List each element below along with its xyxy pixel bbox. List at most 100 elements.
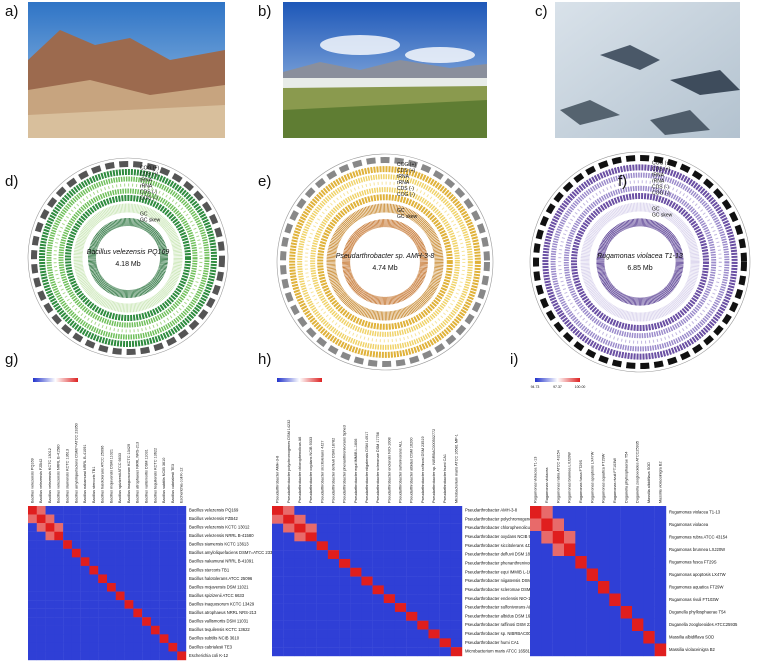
panel-label: e) bbox=[258, 173, 271, 190]
heatmap-cell bbox=[107, 583, 116, 592]
row-label: Bacillus nakamurai NRRL B-41091 bbox=[189, 559, 254, 564]
heatmap-cell bbox=[575, 581, 587, 594]
heatmap-cell bbox=[63, 506, 73, 515]
heatmap-cell bbox=[63, 548, 73, 558]
track-label: GC bbox=[140, 211, 148, 217]
heatmap-cell bbox=[439, 541, 452, 551]
heatmap-cell bbox=[28, 583, 37, 592]
heatmap-cell bbox=[339, 585, 351, 595]
heatmap-cell bbox=[632, 543, 644, 557]
track-label: tRNA bbox=[397, 174, 410, 180]
row-label: Pseudarthrobacter equi IMMIB L-1606 bbox=[465, 569, 537, 574]
heatmap-cell bbox=[361, 629, 373, 639]
heatmap-cell bbox=[609, 618, 621, 632]
heatmap-cell bbox=[159, 583, 169, 592]
heatmap-cell bbox=[632, 631, 644, 644]
heatmap-cell bbox=[383, 523, 396, 533]
heatmap-cell bbox=[372, 647, 384, 657]
heatmap-cell bbox=[654, 618, 667, 632]
genome-name: Pseudarthrobacter sp. AMH-3-8 bbox=[336, 253, 435, 260]
heatmap-cell bbox=[394, 523, 407, 533]
heatmap-cell bbox=[406, 611, 418, 621]
heatmap-cell bbox=[372, 550, 384, 560]
heatmap-cell bbox=[394, 629, 407, 639]
heatmap-cell bbox=[294, 567, 306, 577]
heatmap-cell bbox=[586, 568, 599, 582]
column-label: Pseudarthrobacter scleromae DSM 17756 bbox=[376, 432, 380, 503]
heatmap-cell bbox=[643, 643, 655, 657]
heatmap-cell bbox=[372, 523, 384, 533]
heatmap-cell bbox=[394, 514, 407, 524]
heatmap-cell bbox=[28, 506, 37, 515]
heatmap-cell bbox=[89, 642, 99, 652]
heatmap-cell bbox=[450, 506, 463, 516]
heatmap-cell bbox=[428, 558, 440, 568]
heatmap-cell bbox=[305, 576, 317, 586]
row-label: Rugamonas fusca FT29S bbox=[669, 559, 717, 564]
heatmap-cell bbox=[439, 567, 452, 577]
heatmap-cell bbox=[150, 540, 160, 549]
heatmap-cell bbox=[327, 532, 340, 542]
heatmap-cell bbox=[564, 518, 576, 532]
heatmap-cell bbox=[36, 523, 46, 532]
heatmap-cell bbox=[294, 506, 306, 516]
heatmap-cell bbox=[177, 625, 187, 635]
heatmap-cell bbox=[654, 593, 667, 607]
heatmap-cell bbox=[45, 557, 55, 567]
heatmap-cell bbox=[417, 638, 429, 648]
heatmap-cell bbox=[450, 629, 463, 639]
row-label: Massilia albidiflava SOD bbox=[669, 634, 714, 639]
heatmap-cell bbox=[439, 576, 452, 586]
heatmap-cell bbox=[350, 514, 362, 524]
heatmap-cell bbox=[80, 651, 90, 661]
heatmap-cell bbox=[80, 600, 90, 609]
heatmap-cell bbox=[609, 568, 621, 582]
heatmap-cell bbox=[530, 593, 542, 607]
column-label: Pseudarthrobacter equi IMMIB L-1606 bbox=[354, 439, 358, 503]
row-label: Pseudarthrobacter siccitolerans 4J27 bbox=[465, 543, 535, 548]
heatmap-cell bbox=[428, 594, 440, 604]
heatmap-cell bbox=[564, 606, 576, 619]
heatmap-cell bbox=[372, 576, 384, 586]
heatmap-cell bbox=[530, 518, 542, 532]
heatmap-cell bbox=[63, 625, 73, 635]
heatmap-cell bbox=[394, 603, 407, 613]
heatmap-cell bbox=[575, 506, 587, 519]
heatmap-cell bbox=[150, 600, 160, 609]
heatmap-cell bbox=[305, 541, 317, 551]
heatmap-cell bbox=[98, 625, 108, 635]
heatmap-cell bbox=[45, 617, 55, 626]
heatmap-cell bbox=[609, 643, 621, 657]
colorbar bbox=[33, 378, 78, 382]
genome-track bbox=[580, 202, 700, 322]
heatmap-cell bbox=[71, 565, 81, 575]
heatmap-cell bbox=[643, 606, 655, 619]
heatmap-cell bbox=[406, 620, 418, 630]
heatmap-cell bbox=[428, 585, 440, 595]
heatmap-cell bbox=[439, 506, 452, 516]
track-label: GC skew bbox=[397, 214, 418, 220]
heatmap-cell bbox=[133, 617, 143, 626]
heatmap-cell bbox=[36, 608, 46, 618]
heatmap-cell bbox=[54, 583, 64, 592]
heatmap-cell bbox=[150, 565, 160, 575]
heatmap-cell bbox=[80, 608, 90, 618]
column-label: Pseudarthrobacter enclensis NIO-1008 bbox=[387, 437, 391, 503]
heatmap-cell bbox=[272, 585, 284, 595]
heatmap-cell bbox=[283, 585, 295, 595]
heatmap-cell bbox=[54, 565, 64, 575]
heatmap-cell bbox=[142, 651, 152, 661]
heatmap-cell bbox=[36, 591, 46, 601]
heatmap-cell bbox=[294, 550, 306, 560]
heatmap-cell bbox=[450, 603, 463, 613]
heatmap-cell bbox=[28, 600, 37, 609]
heatmap-cell bbox=[107, 523, 116, 532]
heatmap-cell bbox=[283, 567, 295, 577]
row-label: Bacillus velezensis NRRL B-41580 bbox=[189, 533, 254, 538]
heatmap-cell bbox=[124, 634, 134, 644]
heatmap-cell bbox=[439, 620, 452, 630]
heatmap-cell bbox=[552, 556, 565, 569]
row-label: Bacillus atrophaeus NRRL NRS-213 bbox=[189, 610, 257, 615]
column-label: Pseudarthrobacter raffinosi DSM 23519 bbox=[421, 436, 425, 503]
heatmap-cell bbox=[316, 620, 329, 630]
